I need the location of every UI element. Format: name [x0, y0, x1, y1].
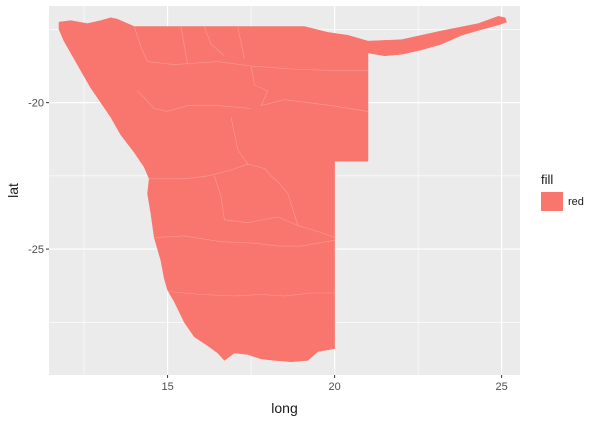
y-axis-title: lat	[5, 183, 21, 198]
region-boundary	[149, 163, 278, 182]
x-tick-label: 25	[496, 381, 508, 393]
region-boundary	[277, 181, 299, 226]
legend-key-red	[541, 192, 563, 211]
x-axis-title: long	[271, 400, 297, 416]
region-boundary	[214, 175, 335, 238]
y-tick-label: -20	[28, 98, 44, 110]
x-tick-label: 20	[328, 381, 340, 393]
map-regions	[58, 16, 507, 363]
region-boundary	[155, 235, 335, 247]
region-boundary	[133, 26, 368, 71]
y-axis: -20 -25	[28, 98, 49, 256]
country-shape	[58, 16, 507, 363]
legend-label-red: red	[568, 196, 584, 208]
region-boundary	[250, 65, 369, 112]
region-boundary	[237, 26, 245, 59]
region-boundary	[137, 90, 252, 112]
y-tick-label: -25	[28, 244, 44, 256]
legend: fill red	[541, 172, 584, 211]
region-boundary	[204, 26, 225, 57]
x-tick-label: 15	[161, 381, 173, 393]
x-axis: 15 20 25	[161, 375, 508, 393]
region-boundary	[167, 291, 335, 297]
legend-title: fill	[541, 172, 553, 187]
region-boundary	[230, 117, 249, 165]
region-boundary	[180, 26, 188, 65]
